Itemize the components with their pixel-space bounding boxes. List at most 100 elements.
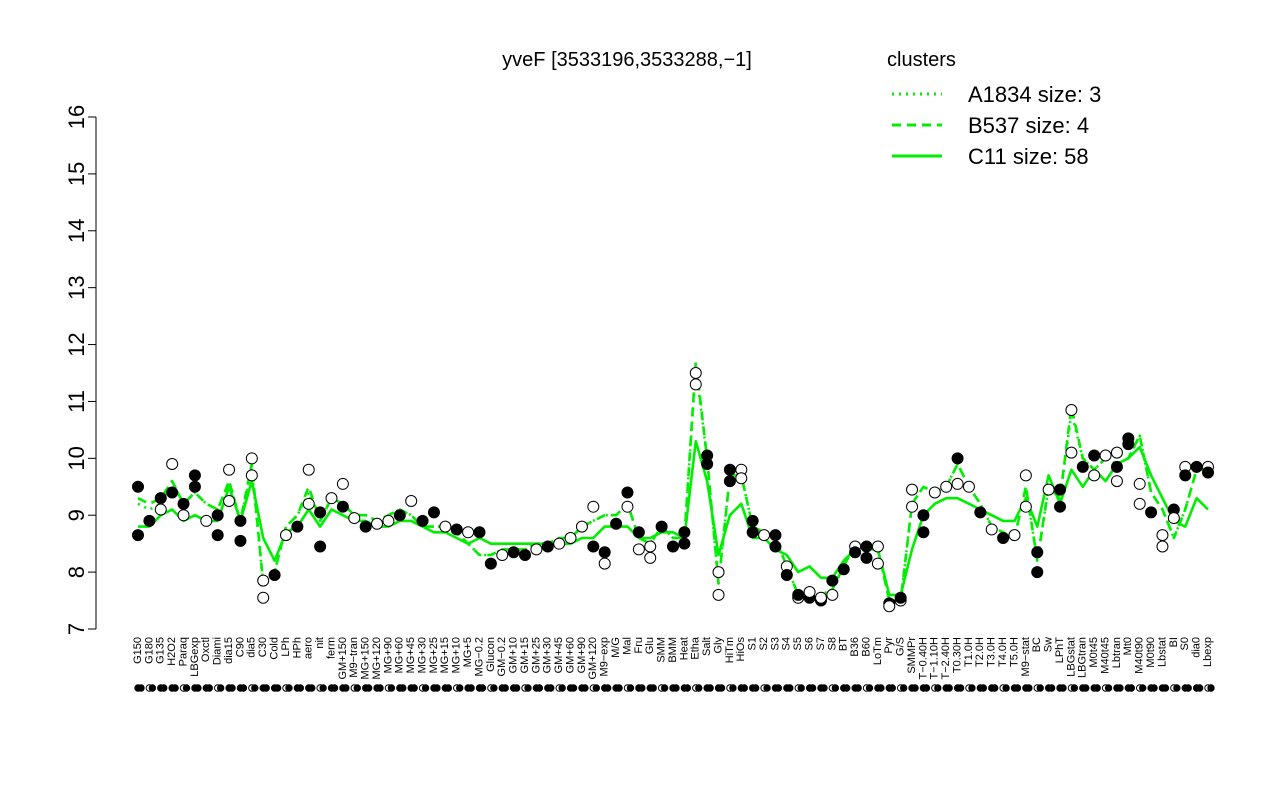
x-tick-label: GM+45 — [553, 637, 565, 673]
x-sample-marker — [808, 684, 817, 692]
data-point — [723, 463, 736, 476]
x-tick-label: T0.30H — [951, 637, 963, 673]
x-sample-marker — [1150, 684, 1158, 692]
data-point — [985, 523, 998, 536]
data-point — [257, 574, 270, 587]
y-tick-label: 12 — [64, 332, 89, 356]
data-point — [245, 469, 258, 482]
x-tick-label: MG−0.2 — [473, 637, 485, 676]
x-tick-label: GM−0.2 — [496, 637, 508, 676]
x-sample-marker — [239, 684, 248, 692]
data-point — [530, 543, 543, 556]
x-sample-marker — [273, 684, 282, 692]
x-tick-label: LBGexp — [189, 637, 201, 677]
data-point — [234, 514, 247, 527]
x-tick-label: Glu — [644, 637, 656, 654]
x-tick-label: T3.0H — [986, 637, 998, 667]
data-point — [1110, 460, 1123, 473]
x-sample-marker — [820, 684, 828, 692]
x-tick-label: BMM — [667, 637, 679, 663]
data-point — [632, 526, 645, 539]
x-tick-label: M/G — [610, 637, 622, 658]
data-point — [200, 514, 213, 527]
x-sample-marker — [194, 684, 202, 692]
x-sample-marker — [456, 684, 464, 692]
legend-entry-label: A1834 size: 3 — [968, 82, 1101, 107]
data-point — [473, 526, 486, 539]
data-point — [860, 540, 873, 553]
data-point — [951, 477, 964, 490]
data-point — [860, 551, 873, 564]
x-sample-marker — [148, 684, 157, 692]
x-tick-label: GM+15 — [519, 637, 531, 673]
x-sample-marker — [216, 684, 225, 692]
data-point — [1065, 446, 1078, 459]
data-point — [348, 512, 361, 525]
data-point — [188, 480, 201, 493]
data-point — [712, 588, 725, 601]
x-tick-label: Lbexp — [1202, 637, 1214, 667]
data-point — [667, 540, 679, 553]
x-tick-label: M0t45 — [1088, 637, 1100, 668]
x-sample-marker — [865, 684, 874, 692]
data-point — [234, 534, 247, 547]
x-sample-marker — [1161, 684, 1170, 692]
x-tick-label: C30 — [257, 637, 269, 657]
x-sample-marker — [1025, 684, 1033, 692]
x-sample-marker — [228, 684, 236, 692]
data-point — [177, 497, 190, 510]
data-point — [1008, 529, 1021, 542]
x-tick-label: GM+25 — [530, 637, 542, 673]
data-point — [1019, 469, 1032, 482]
x-tick-label: T4.0H — [997, 637, 1009, 667]
x-tick-label: HPh — [291, 637, 303, 658]
x-sample-marker — [1070, 684, 1079, 692]
data-point — [598, 546, 611, 559]
data-point — [894, 591, 907, 604]
x-tick-label: Etha — [690, 636, 702, 660]
x-sample-marker — [490, 684, 498, 692]
x-sample-marker — [592, 684, 601, 692]
x-tick-label: T2.0H — [974, 637, 986, 667]
x-tick-label: M40t90 — [1134, 637, 1146, 674]
x-sample-marker — [137, 684, 145, 692]
y-tick-label: 11 — [64, 390, 89, 413]
x-tick-label: MG+30 — [416, 637, 428, 673]
x-tick-label: Mt0 — [1122, 637, 1134, 655]
data-point — [610, 517, 623, 530]
x-tick-label: SMMPr — [906, 637, 918, 674]
x-tick-label: LBGtran — [1077, 637, 1089, 678]
x-tick-label: M40t45 — [1099, 637, 1111, 674]
x-tick-label: MG+90 — [382, 637, 394, 673]
x-sample-marker — [934, 684, 942, 692]
x-tick-label: S6 — [804, 637, 816, 650]
x-tick-label: M0t90 — [1145, 637, 1157, 668]
x-sample-marker — [308, 684, 316, 692]
data-point — [792, 588, 805, 601]
x-sample-marker — [615, 684, 623, 692]
data-point — [268, 568, 281, 581]
data-point — [917, 509, 930, 522]
data-point — [1133, 497, 1146, 510]
x-sample-marker — [364, 684, 373, 692]
x-sample-marker — [353, 684, 361, 692]
data-point — [632, 543, 645, 556]
x-tick-label: MG+120 — [371, 637, 383, 680]
data-point — [1110, 446, 1123, 459]
data-point — [1156, 529, 1169, 542]
data-point — [393, 509, 406, 522]
x-sample-marker — [774, 684, 783, 692]
data-point — [541, 540, 554, 553]
data-point — [143, 514, 156, 527]
x-tick-label: BI — [1168, 637, 1180, 647]
x-sample-marker — [786, 684, 794, 692]
x-tick-label: S8 — [826, 637, 838, 650]
x-tick-label: Oxctl — [200, 637, 212, 662]
data-point — [780, 568, 793, 581]
data-point — [735, 472, 748, 485]
x-tick-label: Pyr — [883, 637, 895, 654]
x-sample-marker — [991, 684, 999, 692]
x-sample-marker — [296, 684, 305, 692]
x-sample-marker — [558, 684, 566, 692]
data-point — [621, 486, 634, 499]
